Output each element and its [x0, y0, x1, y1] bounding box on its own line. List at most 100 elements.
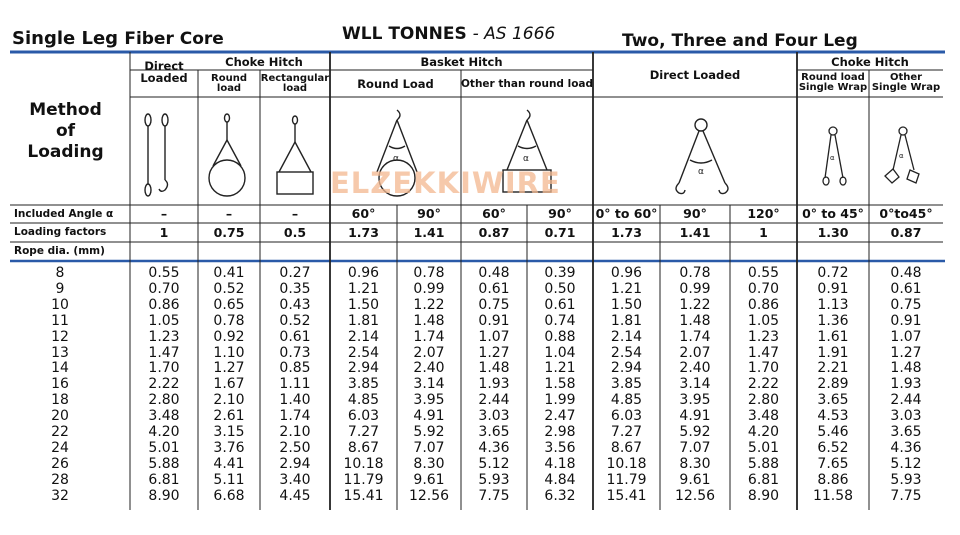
wll-value-cell: 1.21 [610, 280, 643, 297]
wll-value-cell: 2.94 [347, 360, 380, 377]
wll-value-cell: 1.05 [747, 312, 780, 329]
wll-value-cell: 5.88 [148, 455, 180, 472]
rope-diameter-cell: 13 [51, 344, 69, 361]
svg-text:α: α [698, 167, 704, 177]
wll-value-cell: 0.52 [279, 312, 311, 329]
wll-value-cell: 7.65 [817, 455, 849, 472]
fiber-core-label: Fiber Core [124, 29, 224, 49]
header-choke-hitch-multi: Choke Hitch [831, 55, 909, 69]
wll-value-cell: 6.81 [747, 471, 780, 488]
wll-value-cell: 4.53 [817, 408, 849, 425]
wll-value-cell: 1.93 [478, 376, 510, 393]
wll-value-cell: 1.48 [890, 360, 922, 377]
wll-value-cell: 1.04 [544, 344, 576, 361]
wll-value-cell: 3.03 [478, 408, 510, 425]
included-angle-value: 0° to 60° [595, 206, 658, 221]
wll-value-cell: 1.50 [610, 296, 643, 313]
loading-factor-value: 1.73 [611, 225, 642, 240]
wll-value-cell: 0.92 [213, 328, 245, 345]
svg-text:α: α [523, 154, 529, 164]
included-angle-value: 60° [482, 206, 506, 221]
included-angle-value: 0° to 45° [802, 206, 864, 221]
wll-value-cell: 1.81 [347, 312, 380, 329]
rope-diameter-cell: 16 [51, 376, 69, 393]
wll-value-cell: 3.14 [679, 376, 711, 393]
wll-value-cell: 6.03 [347, 408, 380, 425]
wll-value-cell: 0.61 [279, 328, 311, 345]
wll-value-cell: 0.99 [413, 280, 445, 297]
wll-value-cell: 5.12 [890, 455, 922, 472]
rope-diameter-cell: 20 [51, 408, 69, 425]
wll-value-cell: 0.50 [544, 280, 576, 297]
loading-factor-value: 1.30 [817, 225, 849, 240]
wll-value-cell: 1.05 [148, 312, 180, 329]
wll-value-cell: 5.11 [213, 471, 245, 488]
header-basket-hitch: Basket Hitch [420, 55, 503, 69]
included-angle-value: 60° [351, 206, 376, 221]
wll-value-cell: 5.01 [148, 439, 180, 456]
header-rect-load-line2: load [282, 83, 308, 94]
wll-value-cell: 2.22 [148, 376, 180, 393]
wll-value-cell: 5.92 [679, 424, 711, 440]
rope-diameter-cell: 12 [51, 328, 69, 345]
wll-value-cell: 0.55 [747, 265, 780, 281]
wll-value-cell: 4.41 [213, 455, 245, 472]
wll-value-cell: 1.23 [148, 328, 180, 345]
wll-value-cell: 8.86 [817, 471, 849, 488]
wll-value-cell: 1.23 [747, 328, 780, 345]
method-of-loading-label: Method of Loading [18, 100, 113, 163]
header-direct-loaded-line1: Direct [144, 59, 184, 73]
wll-value-cell: 8.30 [413, 455, 445, 472]
wll-value-cell: 0.61 [478, 280, 510, 297]
wll-value-cell: 11.79 [606, 471, 647, 488]
header-rect-load-line1: Rectangular [260, 73, 330, 84]
wll-value-cell: 0.86 [148, 296, 180, 313]
wll-value-cell: 0.75 [890, 296, 922, 313]
wll-value-cell: 4.36 [890, 439, 922, 456]
wll-value-cell: 2.14 [347, 328, 380, 345]
wll-value-cell: 1.40 [279, 392, 311, 409]
wll-value-cell: 0.35 [279, 280, 311, 297]
wll-value-cell: 0.65 [213, 296, 245, 313]
wll-value-cell: 0.27 [279, 265, 311, 281]
rope-diameter-cell: 22 [51, 424, 69, 440]
wll-value-cell: 8.30 [679, 455, 711, 472]
loading-factors-label: Loading factors [14, 226, 107, 238]
wll-value-cell: 1.67 [213, 376, 245, 393]
wll-value-cell: 2.40 [413, 360, 445, 377]
wll-value-cell: 2.07 [413, 344, 445, 361]
included-angle-value: – [160, 206, 168, 221]
header-other-single-line1: Other [889, 72, 923, 83]
rope-diameter-cell: 28 [51, 471, 69, 488]
header-direct-loaded-line2: Loaded [140, 71, 188, 85]
wll-value-cell: 1.07 [890, 328, 922, 345]
wll-value-cell: 3.14 [413, 376, 445, 393]
wll-value-cell: 3.03 [890, 408, 922, 425]
rope-diameter-cell: 11 [51, 312, 69, 329]
loading-factor-value: 1 [759, 225, 768, 240]
wll-value-cell: 0.55 [148, 265, 180, 281]
wll-value-cell: 0.86 [747, 296, 780, 313]
wll-value-cell: 4.85 [347, 392, 380, 409]
header-rectangular-load: Rectangular load [260, 74, 330, 94]
wll-value-cell: 12.56 [408, 487, 450, 504]
wll-value-cell: 2.10 [213, 392, 245, 409]
wll-value-cell: 0.39 [544, 265, 576, 281]
wll-value-cell: 0.91 [817, 280, 849, 297]
basket-other-load-icon: α [502, 109, 552, 193]
header-basket-other: Other than round load [461, 78, 594, 90]
wll-value-cell: 3.95 [413, 392, 445, 409]
header-direct-loaded-multi: Direct Loaded [649, 68, 741, 82]
wll-value-cell: 1.74 [279, 408, 311, 425]
wll-value-cell: 1.91 [817, 344, 849, 361]
choke-round-load-icon [208, 113, 246, 197]
header-round-single-line2: Single Wrap [798, 82, 868, 93]
rope-dia-label: Rope dia. (mm) [14, 245, 105, 257]
wll-value-cell: 5.93 [478, 471, 510, 488]
wll-value-cell: 3.40 [279, 471, 311, 488]
wll-value-cell: 3.65 [890, 424, 922, 440]
rope-diameter-cell: 32 [51, 487, 69, 504]
wll-value-cell: 0.88 [544, 328, 576, 345]
rope-diameter-cell: 8 [55, 265, 65, 281]
wll-value-cell: 0.91 [890, 312, 922, 329]
